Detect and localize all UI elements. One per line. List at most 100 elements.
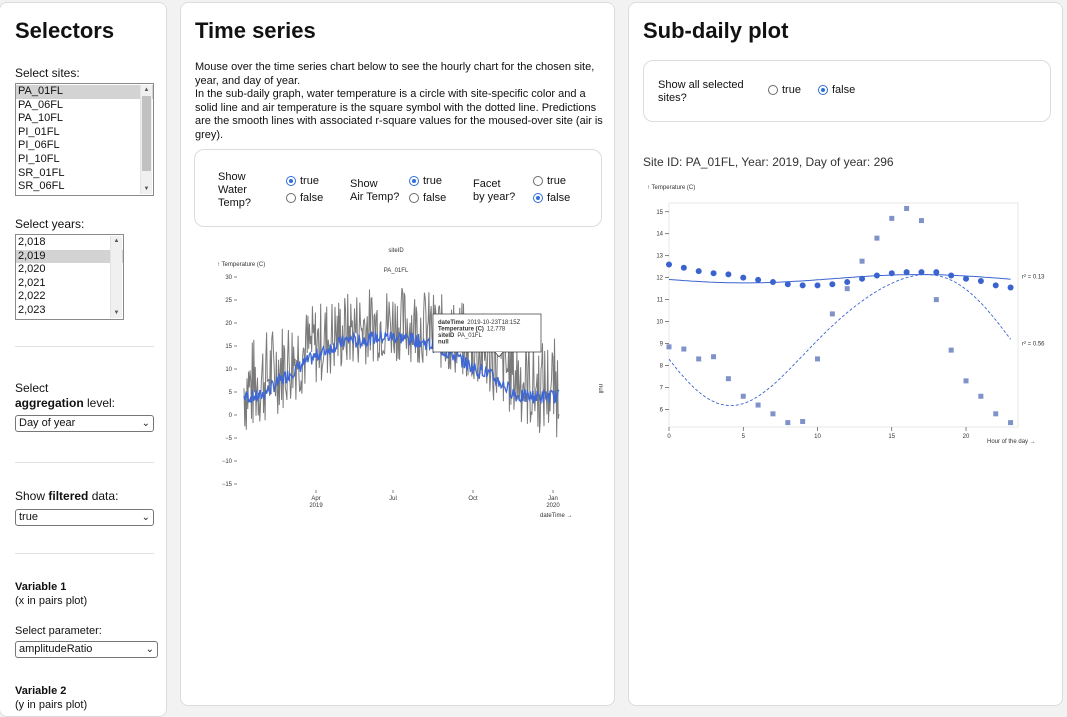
scroll-down-icon[interactable]: ▼ xyxy=(113,310,120,316)
scroll-up-icon[interactable]: ▲ xyxy=(113,238,120,244)
air-point xyxy=(770,411,776,417)
x-tick-label: 2020 xyxy=(546,503,560,509)
scroll-down-icon[interactable]: ▼ xyxy=(143,186,150,192)
air-fit-line xyxy=(668,274,1011,407)
facet-false-option[interactable]: false xyxy=(533,192,570,204)
air-point xyxy=(859,258,865,264)
list-item[interactable]: 2,023 xyxy=(18,303,46,316)
subdaily-title: Sub-daily plot xyxy=(643,18,789,43)
tooltip-row: null xyxy=(438,340,449,346)
subdaily-chart[interactable]: ↑ Temperature (C) Hour of the day → 6 7 8 9… xyxy=(633,179,1058,449)
filtered-value: true xyxy=(19,511,38,523)
water-point xyxy=(769,279,776,286)
timeseries-description: Mouse over the time series chart below t… xyxy=(195,61,603,141)
selectors-title: Selectors xyxy=(15,18,115,43)
show-all-true-radio[interactable] xyxy=(768,85,778,96)
air-point xyxy=(933,297,939,303)
air-point xyxy=(815,356,821,362)
aggregation-label-tail: level: xyxy=(83,396,116,410)
radio-label: true xyxy=(782,84,801,97)
radio-label: true xyxy=(423,175,442,188)
scroll-thumb[interactable] xyxy=(142,96,151,171)
air-point xyxy=(1008,420,1014,426)
water-point xyxy=(829,281,836,288)
sd-x-label: Hour of the day → xyxy=(987,439,1036,445)
years-listbox[interactable]: 2,018 2,019 2,020 2,021 2,022 2,023 ▲ ▼ xyxy=(15,234,124,320)
air-true-option[interactable]: true xyxy=(409,175,442,187)
list-item[interactable]: PA_01FL xyxy=(16,85,153,99)
list-item[interactable]: PI_06FL xyxy=(18,139,60,152)
list-item[interactable]: SR_06FL xyxy=(18,180,65,193)
tooltip-pointer xyxy=(494,351,504,358)
y-tick-label: 0 xyxy=(229,413,233,419)
filtered-select[interactable]: true ⌄ xyxy=(15,509,154,526)
facet-false-radio[interactable] xyxy=(533,193,543,204)
y-tick-label: 12 xyxy=(656,276,663,282)
water-point xyxy=(903,269,910,276)
facet-true-option[interactable]: true xyxy=(533,175,566,187)
y-tick-label: 11 xyxy=(657,298,664,304)
variable1-title: Variable 1 xyxy=(15,581,67,593)
radio-label: false xyxy=(832,84,856,97)
show-all-sites-label: Show all selected sites? xyxy=(658,79,744,104)
water-r2-label: r² = 0.13 xyxy=(1022,275,1045,281)
air-point xyxy=(725,376,731,382)
radio-label: true xyxy=(547,175,566,188)
y-tick-label: 14 xyxy=(656,232,663,238)
air-true-radio[interactable] xyxy=(409,176,419,187)
list-item[interactable]: 2,019 xyxy=(16,249,123,264)
air-false-option[interactable]: false xyxy=(409,192,446,204)
water-false-option[interactable]: false xyxy=(286,192,323,204)
years-scrollbar[interactable]: ▲ ▼ xyxy=(110,236,122,318)
timeseries-panel: Time series Mouse over the time series c… xyxy=(180,2,615,706)
show-all-false-radio[interactable] xyxy=(818,85,828,96)
water-point xyxy=(933,269,940,276)
y-tick-label: −10 xyxy=(222,459,233,465)
water-true-option[interactable]: true xyxy=(286,175,319,187)
air-point xyxy=(755,402,761,408)
air-point xyxy=(948,347,954,353)
air-point xyxy=(918,218,924,224)
show-all-true-option[interactable]: true xyxy=(768,84,801,96)
list-item[interactable]: 2,021 xyxy=(18,276,46,289)
x-tick-label: 15 xyxy=(888,434,895,440)
air-false-radio[interactable] xyxy=(409,193,419,204)
water-point xyxy=(725,271,732,278)
aggregation-select[interactable]: Day of year ⌄ xyxy=(15,415,154,432)
x-tick-label: 5 xyxy=(742,434,746,440)
list-item[interactable]: 2,020 xyxy=(18,263,46,276)
parameter-select[interactable]: amplitudeRatio ⌄ xyxy=(15,641,158,658)
air-temp-label: Show Air Temp? xyxy=(350,178,400,203)
list-item[interactable]: PA_06FL xyxy=(18,98,64,111)
years-label: Select years: xyxy=(15,217,85,231)
list-item[interactable]: PA_10FL xyxy=(18,112,64,125)
list-item[interactable]: PI_01FL xyxy=(18,125,60,138)
ts-right-label: null xyxy=(597,384,603,393)
show-all-false-option[interactable]: false xyxy=(818,84,855,96)
sites-listbox[interactable]: PA_01FL PA_06FL PA_10FL PI_01FL PI_06FL PI_10… xyxy=(15,83,154,196)
timeseries-chart[interactable]: siteID PA_01FL ↑ Temperature (C) dateTim… xyxy=(189,239,609,529)
y-tick-label: 5 xyxy=(229,390,233,396)
chevron-down-icon: ⌄ xyxy=(145,644,154,655)
list-item[interactable]: 2,022 xyxy=(18,290,46,303)
water-false-radio[interactable] xyxy=(286,193,296,204)
facet-true-radio[interactable] xyxy=(533,176,543,187)
water-point xyxy=(918,269,925,276)
x-tick-label: 10 xyxy=(814,434,821,440)
x-tick-label: 2019 xyxy=(309,503,323,509)
air-temperature-line xyxy=(243,287,560,438)
ts-x-label: dateTime → xyxy=(540,513,572,519)
water-point xyxy=(740,274,747,281)
water-point xyxy=(814,282,821,289)
water-true-radio[interactable] xyxy=(286,176,296,187)
aggregation-label: Select aggregation level: xyxy=(15,381,115,411)
list-item[interactable]: 2,018 xyxy=(18,236,46,248)
scroll-up-icon[interactable]: ▲ xyxy=(143,87,150,93)
water-point xyxy=(977,277,984,284)
sites-scrollbar[interactable]: ▲ ▼ xyxy=(140,85,152,194)
filtered-label-bold: filtered xyxy=(48,489,89,503)
list-item[interactable]: SR_01FL xyxy=(18,166,65,179)
y-tick-label: 7 xyxy=(660,385,664,391)
list-item[interactable]: PI_10FL xyxy=(18,152,60,165)
filtered-label-tail: data: xyxy=(88,489,119,503)
